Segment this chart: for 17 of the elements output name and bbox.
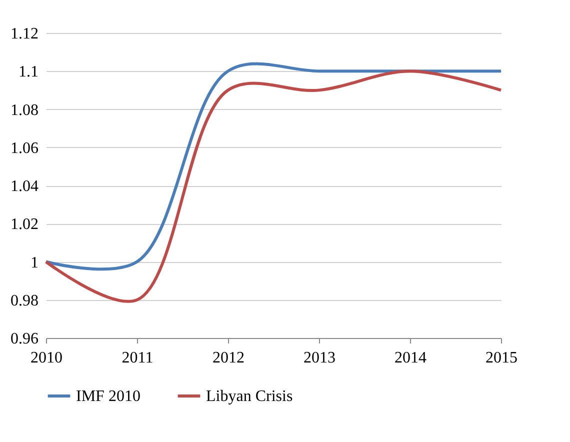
x-tick-label: 2013 — [304, 350, 336, 366]
y-tick-label: 1.08 — [10, 102, 38, 119]
y-tick-label: 1.12 — [10, 26, 38, 42]
x-tick-label: 2015 — [486, 350, 518, 366]
legend-label: IMF 2010 — [76, 388, 140, 405]
legend-label: Libyan Crisis — [206, 388, 293, 405]
y-tick-label: 1 — [30, 254, 38, 272]
x-tick-label: 2014 — [394, 350, 426, 366]
y-tick-label: 0.96 — [10, 330, 38, 348]
y-tick-label: 1.1 — [18, 64, 38, 81]
y-tick-label: 0.98 — [10, 292, 38, 310]
x-tick-label: 2010 — [30, 350, 62, 366]
x-tick-label: 2012 — [212, 350, 244, 366]
x-tick-label: 2011 — [122, 350, 154, 366]
y-tick-label: 1.04 — [10, 178, 38, 195]
y-tick-label: 1.02 — [10, 216, 38, 234]
y-tick-label: 1.06 — [10, 140, 38, 157]
